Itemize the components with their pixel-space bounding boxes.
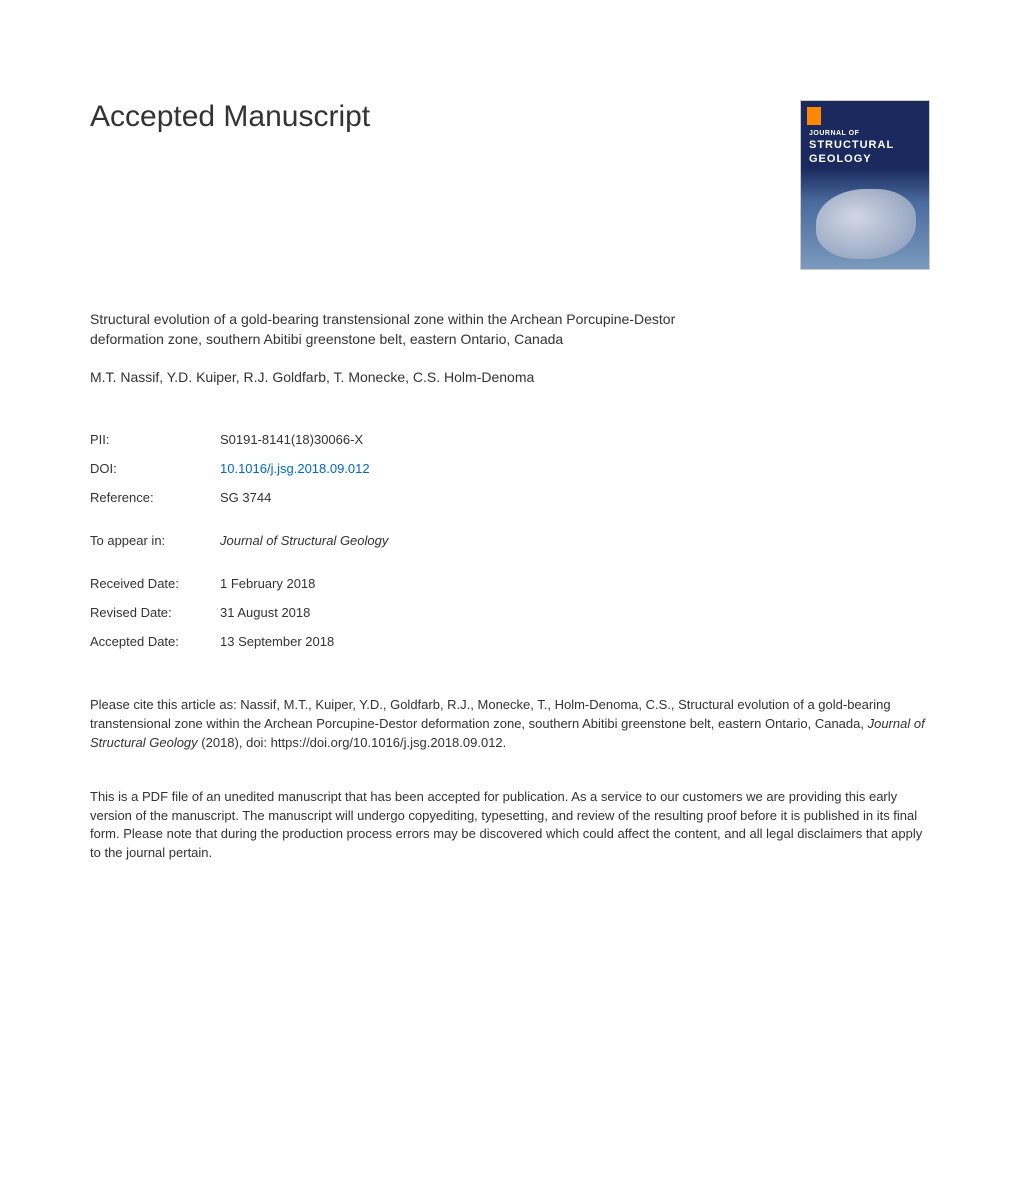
table-row: Reference: SG 3744 xyxy=(90,483,388,512)
doi-link[interactable]: 10.1016/j.jsg.2018.09.012 xyxy=(220,461,370,476)
cover-photo-icon xyxy=(816,189,916,259)
table-row: PII: S0191-8141(18)30066-X xyxy=(90,425,388,454)
authors-list: M.T. Nassif, Y.D. Kuiper, R.J. Goldfarb,… xyxy=(90,369,930,385)
metadata-table: PII: S0191-8141(18)30066-X DOI: 10.1016/… xyxy=(90,425,388,656)
table-row: Accepted Date: 13 September 2018 xyxy=(90,627,388,656)
pii-label: PII: xyxy=(90,425,220,454)
citation-suffix: (2018), doi: https://doi.org/10.1016/j.j… xyxy=(198,735,507,750)
table-row: Revised Date: 31 August 2018 xyxy=(90,598,388,627)
page-heading: Accepted Manuscript xyxy=(90,100,370,134)
doi-label: DOI: xyxy=(90,454,220,483)
citation-prefix: Please cite this article as: Nassif, M.T… xyxy=(90,697,891,731)
journal-cover-image: JOURNAL OF STRUCTURAL GEOLOGY xyxy=(800,100,930,270)
cover-line3: GEOLOGY xyxy=(809,153,872,165)
reference-value: SG 3744 xyxy=(220,483,388,512)
cover-title: JOURNAL OF STRUCTURAL GEOLOGY xyxy=(809,129,921,167)
received-value: 1 February 2018 xyxy=(220,569,388,598)
cover-line1: JOURNAL OF xyxy=(809,130,859,137)
pii-value: S0191-8141(18)30066-X xyxy=(220,425,388,454)
revised-value: 31 August 2018 xyxy=(220,598,388,627)
table-row: To appear in: Journal of Structural Geol… xyxy=(90,526,388,555)
citation-text: Please cite this article as: Nassif, M.T… xyxy=(90,696,930,753)
accepted-value: 13 September 2018 xyxy=(220,627,388,656)
spacer-row xyxy=(90,555,388,569)
appear-label: To appear in: xyxy=(90,526,220,555)
accepted-label: Accepted Date: xyxy=(90,627,220,656)
disclaimer-text: This is a PDF file of an unedited manusc… xyxy=(90,788,930,863)
table-row: DOI: 10.1016/j.jsg.2018.09.012 xyxy=(90,454,388,483)
spacer-row xyxy=(90,512,388,526)
cover-logo-icon xyxy=(807,107,821,125)
reference-label: Reference: xyxy=(90,483,220,512)
received-label: Received Date: xyxy=(90,569,220,598)
revised-label: Revised Date: xyxy=(90,598,220,627)
cover-line2: STRUCTURAL xyxy=(809,139,894,151)
table-row: Received Date: 1 February 2018 xyxy=(90,569,388,598)
article-title: Structural evolution of a gold-bearing t… xyxy=(90,310,730,349)
appear-value: Journal of Structural Geology xyxy=(220,533,388,548)
